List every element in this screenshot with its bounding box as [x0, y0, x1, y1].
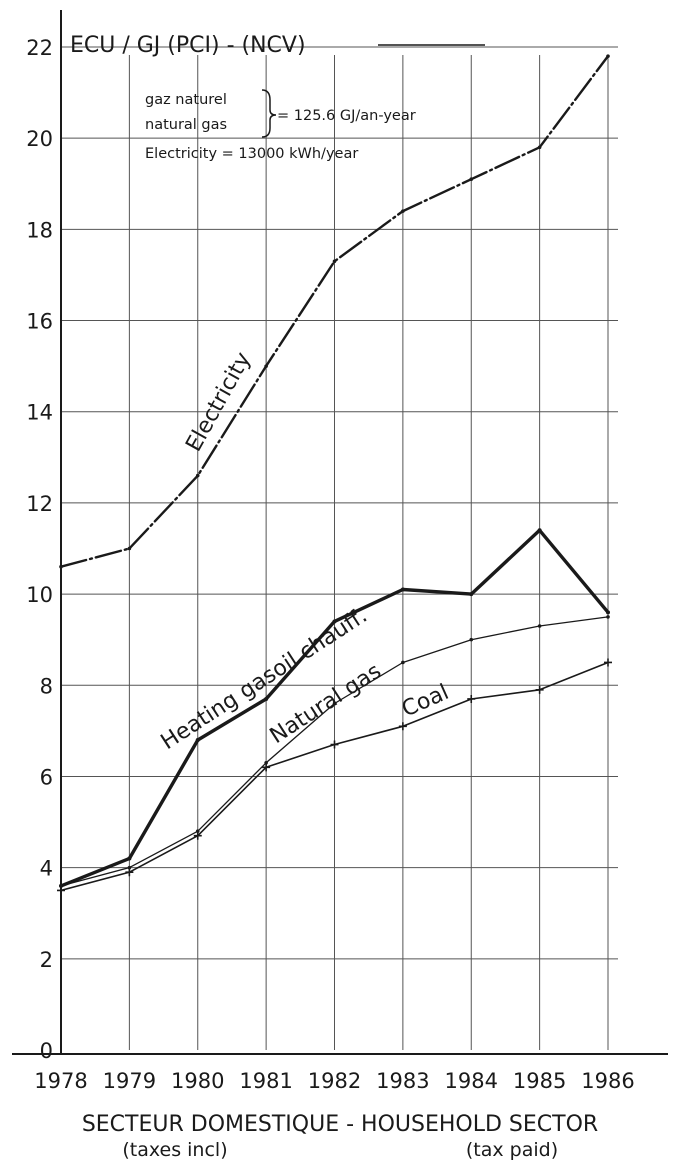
y-tick-label-20: 20: [26, 127, 53, 151]
point-coal-1984: [467, 694, 476, 703]
point-heating-gasoil-chauff-1986: [606, 610, 610, 615]
point-coal-1982: [330, 740, 339, 749]
y-tick-label-2: 2: [40, 948, 53, 972]
x-tick-label-1981: 1981: [239, 1069, 292, 1093]
x-tick-label-1978: 1978: [34, 1069, 87, 1093]
x-tick-label-1986: 1986: [581, 1069, 634, 1093]
point-electricity-1984: [469, 177, 474, 182]
y-tick-label-18: 18: [26, 218, 53, 242]
point-heating-gasoil-chauff-1983: [400, 587, 405, 592]
point-coal-1978: [57, 886, 65, 895]
note-gas-value: = 125.6 GJ/an-year: [277, 108, 416, 124]
y-tick-label-4: 4: [40, 857, 53, 881]
point-electricity-1980: [195, 473, 200, 478]
y-tick-label-14: 14: [26, 401, 53, 425]
note-electricity: Electricity = 13000 kWh/year: [145, 146, 358, 162]
series-layer: [57, 54, 612, 895]
point-electricity-1985: [537, 145, 542, 150]
point-natural-gas-1978: [59, 884, 63, 888]
point-natural-gas-1981: [264, 760, 268, 765]
x-tick-label-1983: 1983: [376, 1069, 429, 1093]
y-tick-label-8: 8: [40, 674, 53, 698]
grid: [61, 46, 618, 1050]
point-heating-gasoil-chauff-1980: [195, 737, 200, 742]
point-coal-1986: [604, 658, 612, 667]
point-electricity-1983: [401, 209, 405, 213]
y-tick-label-0: 0: [40, 1039, 53, 1063]
note-gas-line2: natural gas: [145, 117, 227, 133]
point-natural-gas-1985: [537, 624, 542, 628]
x-tick-label-1985: 1985: [513, 1069, 566, 1093]
y-tick-label-22: 22: [26, 36, 53, 60]
point-coal-1985: [535, 685, 544, 694]
point-heating-gasoil-chauff-1985: [537, 528, 542, 533]
point-coal-1981: [262, 763, 271, 772]
x-tick-label-1982: 1982: [308, 1069, 361, 1093]
point-natural-gas-1982: [332, 701, 337, 706]
point-electricity-1986: [606, 54, 610, 58]
x-tick-label-1979: 1979: [103, 1069, 156, 1093]
point-heating-gasoil-chauff-1979: [127, 856, 132, 861]
x-tick-label-1980: 1980: [171, 1069, 224, 1093]
note-brace: [261, 89, 277, 138]
axes: [12, 10, 668, 1055]
y-tick-label-12: 12: [26, 492, 53, 516]
point-natural-gas-1980: [195, 829, 200, 833]
y-tick-label-6: 6: [40, 765, 53, 789]
point-heating-gasoil-chauff-1981: [264, 696, 269, 701]
point-electricity-1982: [332, 259, 337, 264]
point-electricity-1978: [59, 564, 63, 569]
point-natural-gas-1983: [401, 660, 405, 665]
y-tick-label-16: 16: [26, 310, 53, 334]
point-electricity-1981: [264, 364, 268, 368]
point-heating-gasoil-chauff-1984: [469, 592, 474, 597]
point-coal-1983: [398, 722, 407, 731]
point-coal-1979: [125, 868, 134, 877]
note-gas-line1: gaz naturel: [145, 92, 227, 108]
point-natural-gas-1979: [127, 865, 132, 870]
unit-label: ECU / GJ (PCI) - (NCV): [70, 33, 306, 58]
x-tick-label-1984: 1984: [445, 1069, 498, 1093]
point-natural-gas-1986: [606, 615, 610, 619]
x-axis-subtitle-right: (tax paid): [466, 1139, 558, 1161]
point-natural-gas-1984: [469, 637, 474, 642]
y-tick-label-10: 10: [26, 583, 53, 607]
x-axis-title: SECTEUR DOMESTIQUE - HOUSEHOLD SECTOR: [82, 1112, 598, 1137]
tick-labels: 0 2 4 6 8 10 12 14 16 18 20 22 1978 1979 1980 1981 1982 1…: [26, 36, 634, 1093]
series-label-coal: Coal: [398, 680, 452, 723]
x-axis-subtitle-left: (taxes incl): [122, 1139, 227, 1161]
point-heating-gasoil-chauff-1982: [332, 619, 337, 624]
point-electricity-1979: [127, 546, 132, 551]
point-coal-1980: [193, 831, 202, 840]
